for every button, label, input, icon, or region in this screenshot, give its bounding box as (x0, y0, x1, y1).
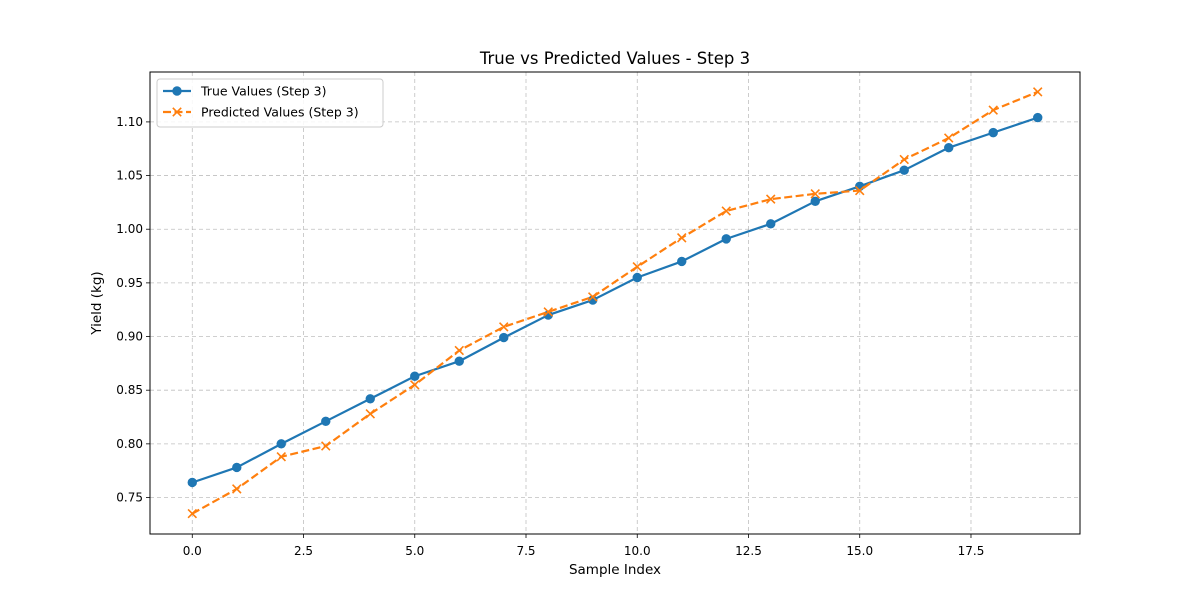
data-point (765, 194, 776, 204)
y-tick-label: 0.75 (116, 491, 143, 505)
legend-box (156, 78, 384, 128)
data-point (810, 189, 821, 199)
x-tick-label: 5.0 (405, 544, 424, 558)
y-tick-label: 0.90 (116, 330, 143, 344)
data-point (498, 322, 509, 332)
data-point (899, 154, 909, 165)
x-axis-label: Sample Index (569, 562, 661, 578)
series-line (191, 116, 1039, 484)
data-point (543, 307, 554, 317)
y-axis: 0.75 0.80 0.85 0.90 0.95 1.00 1.05 1.10 (116, 115, 150, 505)
data-point (365, 394, 375, 404)
data-point (499, 332, 509, 343)
data-point (721, 234, 731, 244)
legend[interactable]: True Values (Step 3) Predicted Values (St… (156, 78, 384, 128)
data-point (232, 462, 242, 473)
data-point (676, 233, 687, 243)
x-tick-label: 0.0 (183, 544, 202, 558)
series-line (191, 90, 1039, 515)
data-point (677, 256, 687, 267)
y-tick-label: 0.80 (116, 437, 143, 451)
y-tick-label: 1.10 (116, 115, 143, 129)
data-point (187, 508, 198, 519)
data-point (632, 262, 643, 272)
legend-marker (172, 107, 182, 117)
data-point (232, 484, 242, 494)
legend-marker (172, 86, 182, 96)
y-tick-label: 0.85 (116, 383, 143, 397)
x-tick-label: 12.5 (735, 544, 762, 558)
chart-title: True vs Predicted Values - Step 3 (479, 49, 750, 68)
x-tick-label: 15.0 (846, 544, 873, 558)
data-point (454, 356, 464, 366)
data-point (321, 416, 331, 427)
data-point (944, 142, 954, 153)
grid (150, 72, 1080, 534)
y-axis-label: Yield (kg) (89, 271, 105, 335)
x-tick-label: 10.0 (624, 544, 651, 558)
data-point (1033, 112, 1043, 123)
y-tick-label: 1.05 (116, 169, 143, 183)
series-predicted-values (187, 87, 1043, 519)
legend-label: True Values (Step 3) (200, 84, 326, 99)
data-point (632, 272, 642, 283)
data-point (587, 292, 598, 302)
plot-frame (149, 71, 1081, 535)
data-point (321, 441, 331, 451)
data-point (1032, 87, 1043, 97)
data-point (899, 165, 909, 175)
x-tick-label: 7.5 (516, 544, 535, 558)
data-point (454, 345, 465, 356)
x-tick-label: 17.5 (958, 544, 985, 558)
series-layer (187, 87, 1043, 519)
data-point (410, 371, 420, 381)
data-point (365, 409, 376, 419)
data-point (943, 133, 954, 143)
data-point (409, 380, 420, 390)
data-point (988, 127, 998, 138)
data-point (854, 185, 865, 196)
legend-label: Predicted Values (Step 3) (201, 105, 359, 120)
data-point (187, 477, 197, 488)
x-tick-label: 2.5 (294, 544, 313, 558)
data-point (766, 219, 776, 229)
x-axis: 0.0 2.5 5.0 7.5 10.0 12.5 15.0 17.5 (183, 534, 985, 558)
data-point (988, 105, 998, 115)
data-point (276, 451, 287, 462)
data-point (810, 196, 820, 207)
y-tick-label: 1.00 (116, 222, 143, 236)
y-tick-label: 0.95 (116, 276, 143, 290)
data-point (276, 439, 286, 449)
data-point (855, 181, 865, 191)
data-point (721, 206, 732, 216)
